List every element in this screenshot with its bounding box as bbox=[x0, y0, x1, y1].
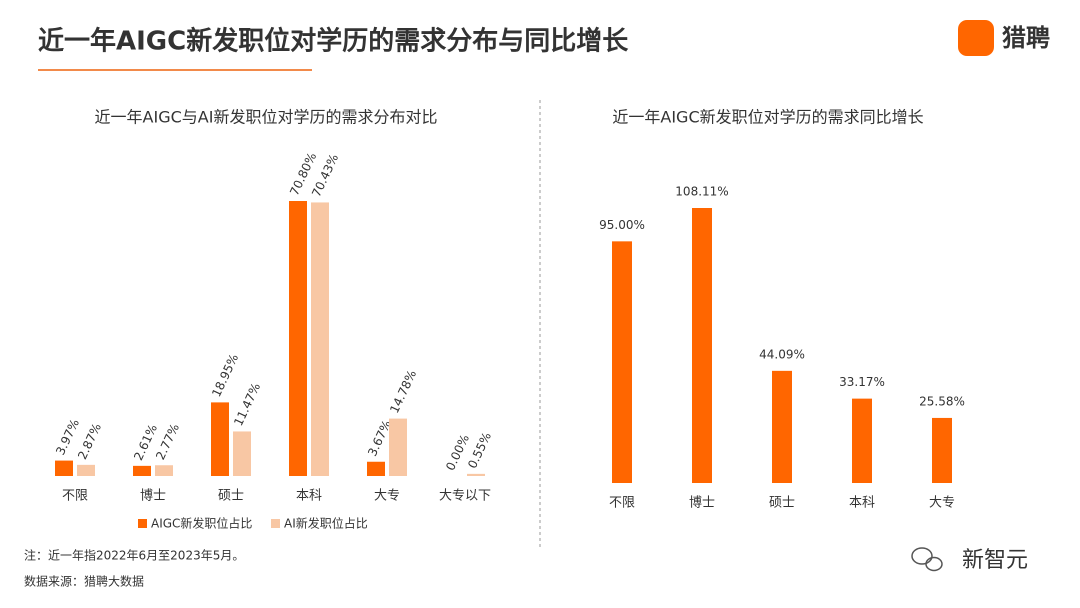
data-label: 0.55% bbox=[465, 430, 494, 470]
bar bbox=[77, 464, 95, 476]
bar bbox=[55, 460, 73, 476]
data-label: 108.11% bbox=[675, 185, 728, 199]
bar bbox=[233, 431, 251, 476]
x-tick-label: 不限 bbox=[62, 489, 88, 504]
data-label: 14.78% bbox=[387, 368, 419, 415]
data-label: 18.95% bbox=[209, 352, 241, 399]
data-label: 95.00% bbox=[599, 218, 645, 232]
data-label: 33.17% bbox=[839, 375, 885, 389]
x-tick-label: 本科 bbox=[296, 489, 322, 504]
watermark: 新智元 bbox=[962, 548, 1028, 573]
data-label: 44.09% bbox=[759, 347, 805, 361]
logo-text: 猎聘 bbox=[1002, 24, 1050, 52]
bar bbox=[133, 465, 151, 476]
bar bbox=[311, 202, 329, 477]
x-tick-label: 大专以下 bbox=[439, 489, 491, 504]
data-label: 25.58% bbox=[919, 394, 965, 408]
watermark-icon bbox=[911, 547, 943, 572]
chart-title: 近一年AIGC新发职位对学历的需求同比增长 bbox=[612, 108, 923, 127]
bar bbox=[852, 398, 872, 483]
bar bbox=[467, 473, 485, 476]
bar bbox=[932, 417, 952, 483]
bar bbox=[289, 201, 307, 476]
bar bbox=[612, 241, 632, 483]
bar bbox=[389, 418, 407, 476]
logo-icon bbox=[958, 20, 994, 56]
x-tick-label: 不限 bbox=[609, 496, 635, 511]
data-label: 11.47% bbox=[231, 381, 263, 428]
x-tick-label: 博士 bbox=[689, 496, 715, 511]
x-tick-label: 硕士 bbox=[769, 496, 795, 511]
bar bbox=[155, 465, 173, 476]
legend-label: AIGC新发职位占比 bbox=[151, 516, 252, 531]
bar bbox=[772, 370, 792, 483]
slide-title: 近一年AIGC新发职位对学历的需求分布与同比增长 bbox=[38, 26, 629, 57]
note: 注：近一年指2022年6月至2023年5月。 bbox=[24, 548, 244, 563]
x-tick-label: 硕士 bbox=[218, 489, 244, 504]
x-tick-label: 大专 bbox=[929, 496, 955, 511]
x-tick-label: 大专 bbox=[374, 489, 400, 504]
x-tick-label: 本科 bbox=[849, 496, 875, 511]
bar bbox=[211, 402, 229, 476]
x-tick-label: 博士 bbox=[140, 489, 166, 504]
legend-swatch bbox=[271, 519, 280, 528]
source: 数据来源：猎聘大数据 bbox=[24, 574, 144, 589]
bar bbox=[692, 208, 712, 483]
legend-swatch bbox=[138, 519, 147, 528]
legend-label: AI新发职位占比 bbox=[284, 516, 368, 531]
chart-title: 近一年AIGC与AI新发职位对学历的需求分布对比 bbox=[95, 108, 438, 127]
bar bbox=[367, 461, 385, 476]
